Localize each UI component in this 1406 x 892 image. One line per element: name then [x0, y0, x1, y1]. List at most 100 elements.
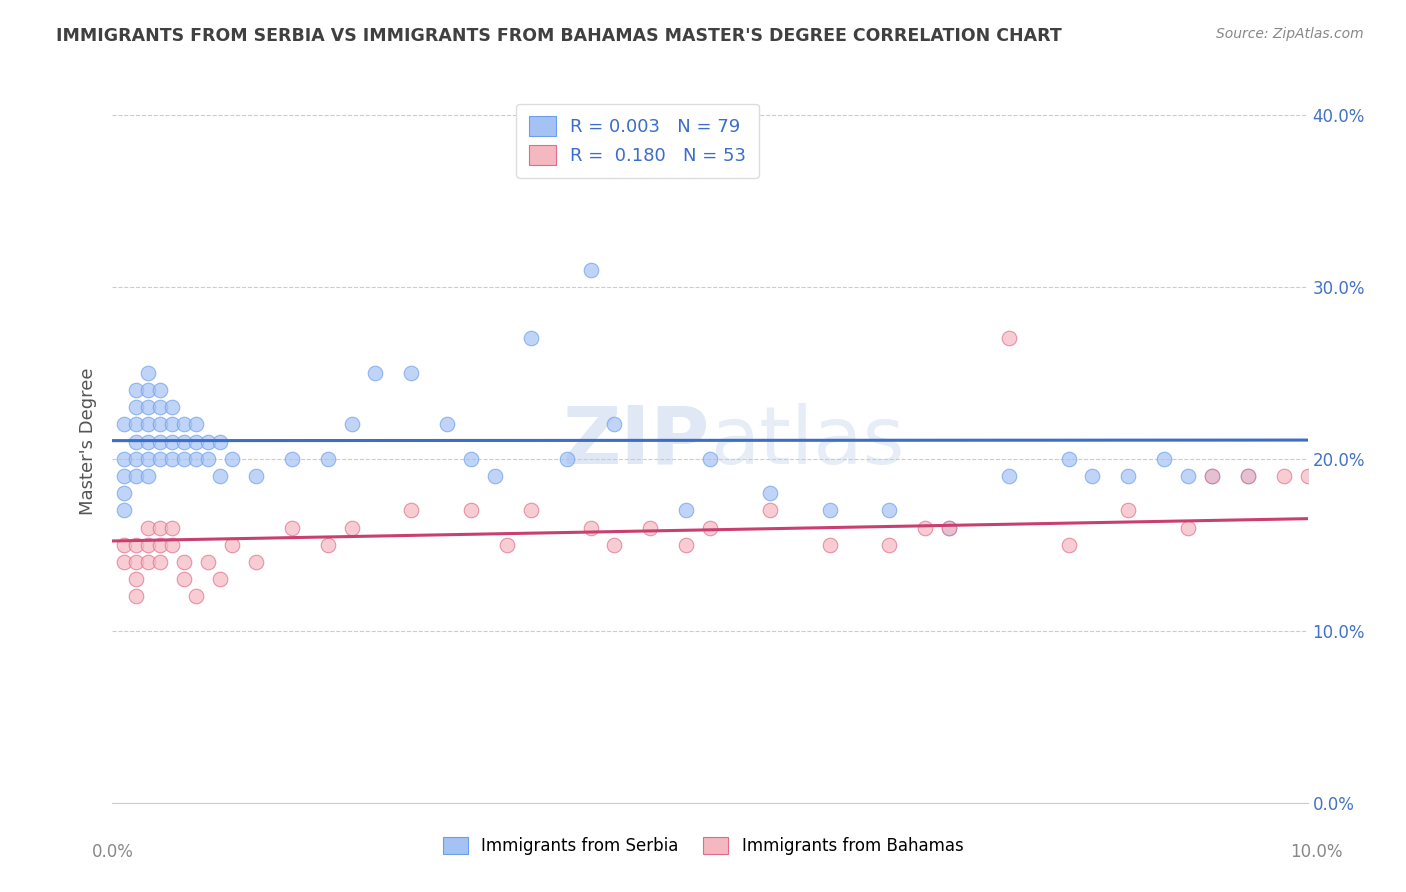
Point [114, 538, 135, 552]
Point [186, 434, 208, 449]
Point [675, 503, 697, 517]
Point [1057, 451, 1080, 466]
Point [149, 400, 172, 414]
Point [125, 555, 148, 569]
Point [1237, 469, 1260, 483]
Point [209, 434, 232, 449]
Point [603, 538, 626, 552]
Point [1177, 469, 1199, 483]
Point [579, 520, 602, 534]
Point [162, 400, 183, 414]
Point [125, 451, 148, 466]
Point [1201, 469, 1223, 483]
Point [149, 451, 172, 466]
Point [173, 434, 195, 449]
Point [245, 469, 267, 483]
Point [675, 538, 697, 552]
Point [149, 520, 172, 534]
Point [579, 262, 602, 277]
Point [640, 159, 662, 173]
Point [364, 366, 387, 380]
Point [125, 538, 148, 552]
Point [173, 417, 195, 432]
Point [138, 538, 160, 552]
Point [938, 520, 960, 534]
Point [138, 555, 160, 569]
Point [1201, 469, 1223, 483]
Point [138, 434, 160, 449]
Point [186, 451, 208, 466]
Point [340, 417, 363, 432]
Point [162, 538, 183, 552]
Point [1272, 469, 1295, 483]
Point [209, 572, 232, 586]
Point [149, 417, 172, 432]
Point [114, 555, 135, 569]
Point [149, 383, 172, 397]
Y-axis label: Master's Degree: Master's Degree [79, 368, 97, 516]
Point [186, 417, 208, 432]
Point [938, 520, 960, 534]
Text: atlas: atlas [710, 402, 904, 481]
Point [879, 503, 901, 517]
Point [340, 520, 363, 534]
Point [114, 451, 135, 466]
Text: 0.0%: 0.0% [91, 843, 134, 861]
Point [209, 469, 232, 483]
Point [138, 400, 160, 414]
Point [436, 417, 458, 432]
Point [879, 538, 901, 552]
Text: 10.0%: 10.0% [1291, 843, 1343, 861]
Point [138, 383, 160, 397]
Point [460, 451, 482, 466]
Point [173, 555, 195, 569]
Point [1153, 451, 1175, 466]
Point [197, 451, 219, 466]
Point [818, 538, 841, 552]
Point [125, 400, 148, 414]
Point [603, 417, 626, 432]
Point [759, 486, 782, 500]
Point [699, 520, 721, 534]
Point [125, 572, 148, 586]
Point [484, 469, 506, 483]
Point [138, 469, 160, 483]
Point [162, 417, 183, 432]
Point [162, 434, 183, 449]
Point [125, 417, 148, 432]
Point [998, 331, 1021, 345]
Text: Source: ZipAtlas.com: Source: ZipAtlas.com [1216, 27, 1364, 41]
Point [245, 555, 267, 569]
Point [401, 366, 423, 380]
Point [460, 503, 482, 517]
Point [496, 538, 519, 552]
Text: ZIP: ZIP [562, 402, 710, 481]
Legend: R = 0.003   N = 79, R =  0.180   N = 53: R = 0.003 N = 79, R = 0.180 N = 53 [516, 103, 759, 178]
Point [197, 434, 219, 449]
Point [555, 451, 578, 466]
Point [149, 434, 172, 449]
Point [401, 503, 423, 517]
Point [818, 503, 841, 517]
Point [759, 503, 782, 517]
Legend: Immigrants from Serbia, Immigrants from Bahamas: Immigrants from Serbia, Immigrants from … [436, 830, 970, 862]
Point [125, 469, 148, 483]
Point [186, 590, 208, 604]
Point [114, 503, 135, 517]
Point [1177, 520, 1199, 534]
Point [138, 451, 160, 466]
Text: IMMIGRANTS FROM SERBIA VS IMMIGRANTS FROM BAHAMAS MASTER'S DEGREE CORRELATION CH: IMMIGRANTS FROM SERBIA VS IMMIGRANTS FRO… [56, 27, 1062, 45]
Point [173, 572, 195, 586]
Point [520, 331, 543, 345]
Point [114, 417, 135, 432]
Point [1296, 469, 1319, 483]
Point [699, 451, 721, 466]
Point [114, 486, 135, 500]
Point [998, 469, 1021, 483]
Point [197, 555, 219, 569]
Point [221, 451, 243, 466]
Point [162, 520, 183, 534]
Point [1081, 469, 1104, 483]
Point [162, 451, 183, 466]
Point [281, 451, 304, 466]
